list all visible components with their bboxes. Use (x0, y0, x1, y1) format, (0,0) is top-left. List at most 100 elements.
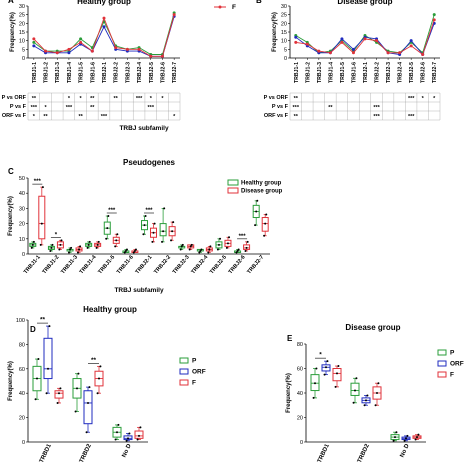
y-tick-label: 30 (19, 206, 25, 212)
x-tick-label: TRBJ2-3 (172, 254, 191, 275)
panel-letter: E (287, 334, 293, 343)
y-tick-label: 0 (22, 440, 25, 446)
box-disease-box (38, 195, 46, 240)
box-f-point (138, 434, 140, 437)
box-healthy-point (32, 240, 35, 243)
panel-e: E Disease group 0 20 40 60 80 Frequency(%) TRBD1… (286, 323, 464, 464)
series-point-f (294, 40, 298, 44)
box-p-point (37, 358, 40, 361)
x-tick-label: No D (399, 443, 411, 459)
box-healthy-point (144, 215, 147, 217)
box-healthy-point (219, 237, 222, 240)
box-healthy-point (254, 224, 257, 227)
box-p-point (392, 439, 395, 442)
series-point-f (79, 40, 83, 44)
series-point-orf (67, 51, 71, 55)
sig-cell: * (422, 96, 425, 102)
series-point-f (160, 54, 164, 58)
x-tick-label: TRBJ1-4 (67, 62, 73, 83)
box-healthy-point (51, 243, 54, 246)
sig-label: ** (40, 317, 46, 324)
y-tick-label: 25 (281, 13, 287, 19)
box-f-point (337, 365, 340, 368)
y-axis-label: Frequency(%) (10, 12, 16, 52)
x-axis-label: TRBJ subfamily (119, 125, 169, 132)
box-healthy-point (86, 246, 89, 249)
sig-cell: * (80, 96, 83, 102)
legend-swatch-point (218, 5, 222, 9)
box-disease-point (228, 236, 231, 239)
x-tick-label: TRBJ2-7 (246, 254, 265, 275)
sig-row-label: ORF vs F (264, 113, 289, 119)
sig-row-label: P vs ORF (2, 95, 27, 101)
box-disease-point (58, 248, 61, 251)
series-point-f (386, 51, 390, 55)
box-p-point (352, 401, 355, 404)
box-disease-point (40, 222, 43, 225)
sig-cell: *** (101, 114, 108, 120)
box-p-point (314, 382, 316, 385)
y-tick-label: 40 (297, 391, 303, 397)
y-tick-label: 20 (19, 416, 25, 422)
x-tick-label: TRBJ2-1 (135, 254, 154, 275)
box-healthy-point (161, 240, 164, 243)
x-tick-label: TRBJ2-4 (398, 62, 404, 83)
x-tick-label: TRBJ2-7 (172, 62, 178, 83)
box-f-point (98, 377, 100, 380)
series-point-orf (351, 47, 355, 51)
x-tick-label: TRBJ2-4 (137, 62, 143, 83)
x-tick-label: TRBJ2-3 (125, 62, 131, 83)
box-orf-point (363, 404, 366, 407)
box-disease-point (246, 240, 249, 243)
y-tick-label: 0 (300, 440, 303, 446)
sig-row-label: P vs F (10, 104, 27, 110)
y-tick-label: 60 (297, 367, 303, 373)
box-orf-point (325, 366, 327, 369)
sig-row-label: ORF vs F (2, 113, 27, 119)
y-tick-label: 5 (22, 47, 25, 53)
x-tick-label: TRBJ2-1 (363, 62, 369, 83)
x-tick-label: TRBJ1-4 (79, 254, 99, 276)
box-healthy-point (49, 249, 52, 252)
panel-title: Healthy group (83, 305, 137, 314)
series-point-f (305, 42, 309, 46)
box-disease-point (60, 239, 63, 242)
box-orf-point (366, 394, 369, 397)
x-tick-label: TRBJ2-4 (190, 254, 210, 276)
box-healthy-point (106, 227, 109, 230)
series-point-f (137, 47, 141, 51)
x-tick-label: TRBJ1-2 (305, 62, 311, 83)
panel-d: D Healthy group 0 20 40 60 80 100 Frequency(%) TR… (8, 305, 206, 464)
sig-cell: * (173, 114, 176, 120)
series-point-p (32, 40, 36, 44)
box-f-point (99, 365, 102, 368)
box-f-point (416, 436, 418, 439)
box-disease-point (265, 213, 268, 216)
box-healthy-point (125, 248, 128, 251)
sig-cell: ** (294, 114, 299, 120)
series-point-f (328, 51, 332, 55)
sig-cell: ** (90, 105, 95, 111)
panel-title: Pseudogenes (123, 158, 176, 167)
box-f-point (377, 382, 380, 385)
box-orf-box (83, 390, 93, 425)
sig-cell: * (150, 96, 153, 102)
panel-letter: D (30, 325, 36, 334)
panel-title: Disease group (345, 323, 400, 332)
series-point-f (90, 49, 94, 53)
box-healthy-point (69, 248, 72, 251)
sig-cell: ** (43, 114, 48, 120)
box-healthy-point (237, 248, 240, 251)
box-orf-point (405, 437, 407, 440)
x-tick-label: TRBJ1-3 (317, 62, 323, 83)
box-p-point (116, 431, 118, 434)
box-disease-point (114, 245, 117, 248)
sig-cell: *** (31, 105, 38, 111)
sig-label: * (55, 232, 58, 238)
x-tick-label: TRBJ1-5 (97, 254, 116, 275)
box-healthy-point (235, 251, 238, 254)
box-healthy-point (217, 243, 220, 246)
box-healthy-point (123, 251, 126, 254)
box-healthy-point (87, 243, 90, 246)
